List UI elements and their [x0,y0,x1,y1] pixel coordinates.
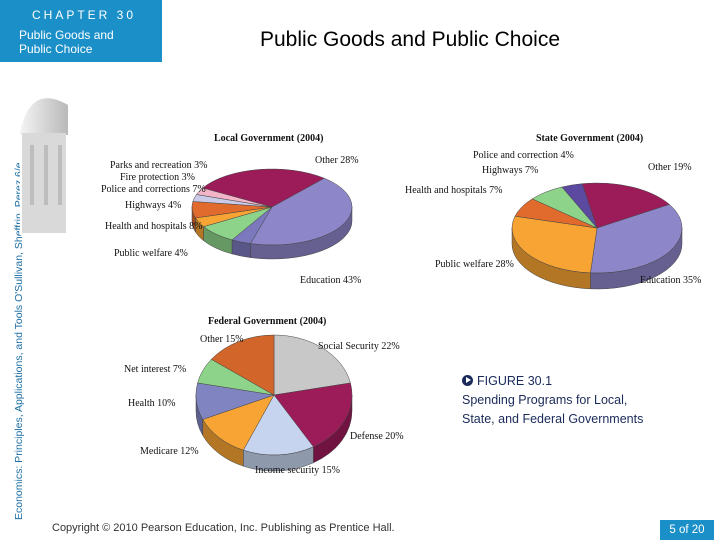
chapter-banner: CHAPTER 30 Public Goods and Public Choic… [0,0,162,62]
pie-label: Other 28% [315,155,359,166]
chapter-subtitle: Public Goods and Public Choice [19,28,114,56]
pie-title: State Government (2004) [536,133,643,144]
chapter-label: CHAPTER 30 [32,8,137,22]
pie-slice-other [210,334,275,396]
pie-label: Education 35% [640,275,701,286]
figure-text: Spending Programs for Local, State, and … [462,393,644,426]
pie-label: Fire protection 3% [120,172,195,183]
play-circle-icon [462,375,473,386]
pie-slice-other [581,182,670,229]
pie-label: Parks and recreation 3% [110,160,207,171]
pie-label: Social Security 22% [318,341,400,352]
copyright-notice: Copyright © 2010 Pearson Education, Inc.… [52,522,395,534]
pie-label: Highways 4% [125,200,181,211]
pie-label: Health 10% [128,398,176,409]
pie-title: Federal Government (2004) [208,316,326,327]
pie-label: Highways 7% [482,165,538,176]
pie-slice-other [202,168,325,208]
pie-slice-social-security [273,334,351,396]
pie-slice-education [590,204,683,274]
pie-label: Other 19% [648,162,692,173]
pie-chart-2: Federal Government (2004) Social Security… [124,316,404,476]
pie-label: Education 43% [300,275,361,286]
pie-slice-defense [273,382,353,448]
pie-label: Public welfare 28% [435,259,514,270]
pie-label: Public welfare 4% [114,248,188,259]
pie-label: Other 15% [200,334,244,345]
pie-slice-education [250,177,353,246]
pie-label: Police and correction 4% [473,150,574,161]
pie-slice-income-security [242,394,314,456]
pie-label: Police and corrections 7% [101,184,206,195]
pie-title: Local Government (2004) [214,133,323,144]
observatory-photo [20,75,70,235]
pie-slice-public-welfare [511,215,598,274]
figure-label: FIGURE 30.1 [477,374,553,388]
pie-label: Health and hospitals 8% [105,221,202,232]
pie-chart-0: Local Government (2004) Other 28% Educatio… [101,133,361,286]
pie-chart-1: State Government (2004) Other 19% Educatio… [405,133,701,290]
figure-caption: FIGURE 30.1 Spending Programs for Local,… [462,372,652,429]
page-number[interactable]: 5 of 20 [660,520,714,540]
pie-label: Defense 20% [350,431,404,442]
page-title: Public Goods and Public Choice [260,28,561,51]
pie-slice-police-and-correction [561,183,598,229]
pie-label: Medicare 12% [140,446,199,457]
pie-slice-parks-and-recreation [196,187,273,208]
pie-label: Income security 15% [255,465,340,476]
pie-label: Net interest 7% [124,364,186,375]
pie-label: Health and hospitals 7% [405,185,502,196]
